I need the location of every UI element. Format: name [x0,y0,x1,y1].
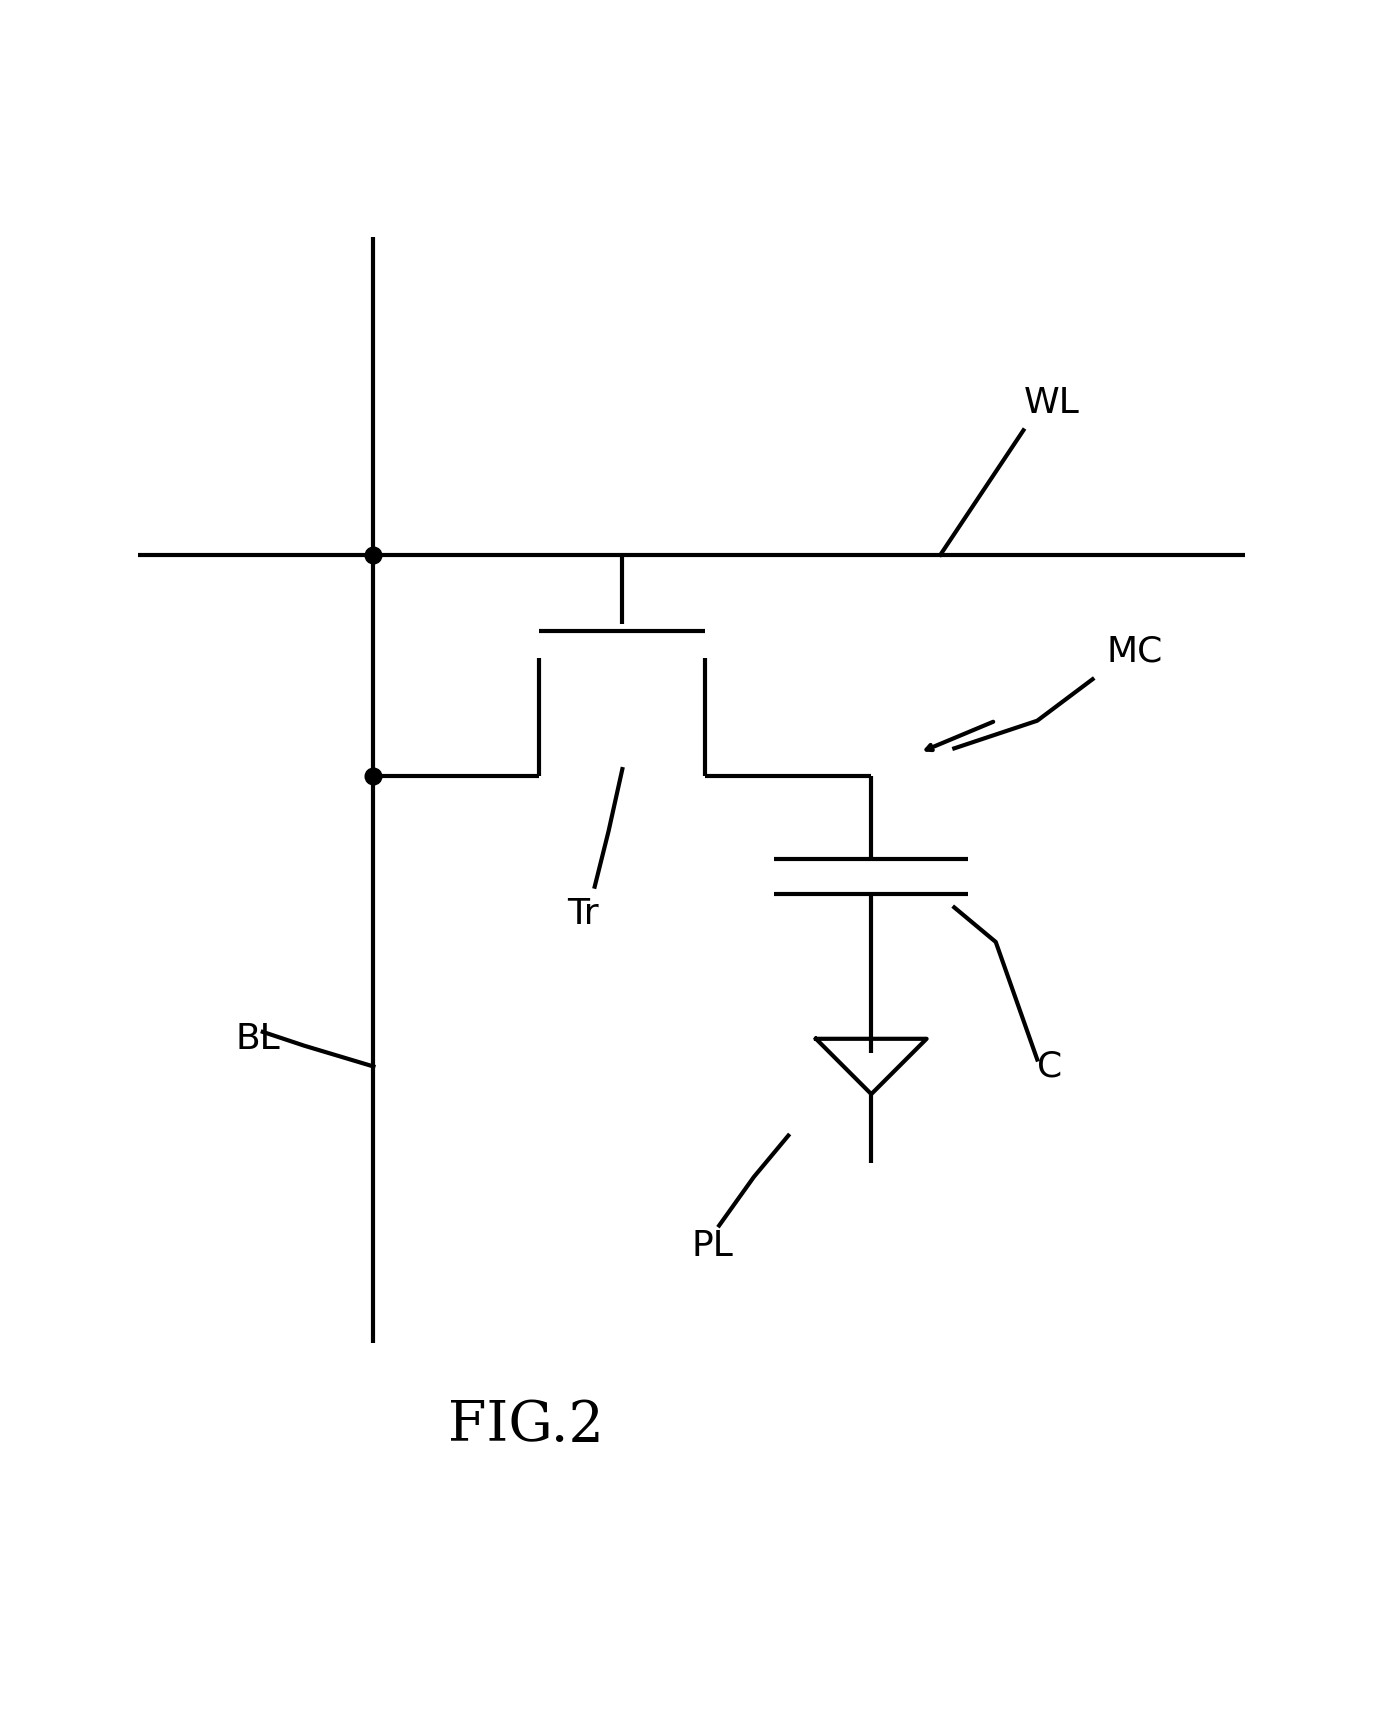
Text: FIG.2: FIG.2 [448,1398,603,1453]
Text: BL: BL [235,1022,279,1057]
Text: C: C [1037,1050,1062,1084]
Text: MC: MC [1106,634,1163,668]
Text: PL: PL [692,1230,733,1263]
Text: WL: WL [1023,385,1079,419]
Text: Tr: Tr [567,897,599,931]
